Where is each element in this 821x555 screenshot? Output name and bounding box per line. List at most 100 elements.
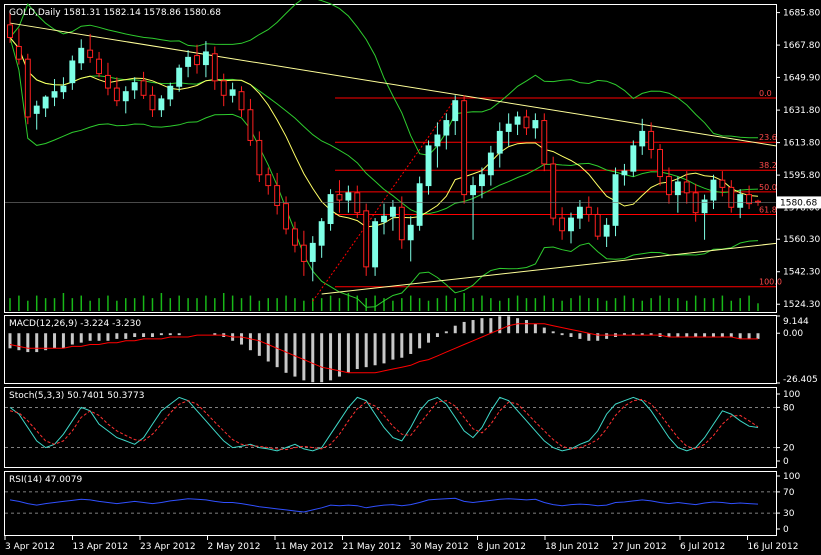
candle-body [657,148,663,178]
current-price-box [777,196,821,209]
x-tick-label: 18 Jun 2012 [545,542,599,552]
macd-header: MACD(12,26,9) -3.224 -3.230 [9,319,141,329]
x-tick-label: 6 Jul 2012 [680,542,725,552]
candle-body [202,51,209,66]
x-tick-label: 11 May 2012 [275,542,334,552]
x-tick-label: 27 Jun 2012 [613,542,667,552]
candle-body [559,217,566,232]
price-tick-label: 1542.30 [783,268,820,278]
candle-body [274,185,281,206]
main-panel-plot: 0.0 23.6 38.2 50.0 61.8 100.0 [5,0,782,311]
rsi-tick-label: 0 [783,525,789,535]
stoch-main-line [9,396,759,452]
candle-body [666,176,672,196]
candle-body [443,120,450,136]
macd-tick-label: 0.00 [783,329,803,339]
candle-body [60,85,67,93]
candle-body [300,244,307,262]
price-tick-label: 1524.30 [783,300,820,310]
macd-tick-label: 9.144 [783,317,809,327]
candle-body [594,213,601,237]
rsi-line [9,497,759,513]
x-tick-label: 3 Apr 2012 [5,542,55,552]
candle-body [15,46,22,60]
stoch-signal-line [9,398,759,451]
candle-body [407,224,414,241]
candle-body [113,87,120,102]
candle-body [229,89,236,96]
candle-body [327,194,334,225]
support-trendline [321,242,777,295]
candle-body [24,58,31,118]
resistance-trendline [9,22,777,147]
x-tick-label: 30 May 2012 [410,542,469,552]
stoch-header: Stoch(5,3,3) 50.7401 50.3773 [9,391,144,401]
bollinger-lower-line [9,37,759,308]
candle-body [220,80,227,96]
candle-body [701,199,708,214]
candle-body [479,174,485,187]
candle-body [122,91,129,102]
candle-body [69,60,76,84]
candle-body [505,123,512,132]
candle-body [131,82,138,91]
candle-body [398,206,405,241]
candle-body [33,105,40,114]
candle-body [568,217,574,232]
macd-tick-label: -26.405 [783,375,818,385]
candle-body [523,116,530,129]
stoch-tick-label: 20 [783,444,795,454]
candle-body [692,192,699,214]
candle-body [211,53,218,82]
fib-level-label: 23.6 [759,133,777,142]
price-tick-label: 1595.80 [783,171,820,181]
candle-body [452,100,459,122]
rsi-tick-label: 100 [783,472,800,482]
fib-level-label: 38.2 [759,161,777,170]
candle-body [265,174,272,187]
candle-body [51,91,58,98]
candle-body [247,109,254,141]
candle-body [612,174,619,226]
candle-body [728,186,735,208]
candle-body [470,185,476,196]
candle-body [167,85,174,100]
rsi-tick-label: 70 [783,488,795,498]
candle-body [550,163,557,219]
candle-body [158,98,165,111]
rsi-panel-plot [5,491,776,514]
candle-body [185,56,192,67]
macd-panel-frame [4,315,777,384]
stoch-tick-label: 100 [783,390,800,400]
x-tick-label: 21 May 2012 [343,542,402,552]
candle-body [683,181,690,194]
candle-body [256,139,263,176]
fib-level-label: 0.0 [759,89,772,98]
candle-body [96,58,102,75]
candle-body [194,55,200,66]
candle-body [639,130,646,147]
fib-level-label: 100.0 [759,278,782,287]
main-header: GOLD,Daily 1581.31 1582.14 1578.86 1580.… [9,8,221,18]
candle-body [105,74,111,89]
current-price-label: 1580.68 [780,198,817,208]
candle-body [603,224,610,237]
candle-body [381,215,387,223]
bollinger-upper-line [9,0,758,156]
x-tick-label: 23 Apr 2012 [140,542,196,552]
candle-body [292,228,298,246]
candle-body [719,179,726,188]
price-tick-label: 1560.30 [783,235,820,245]
candle-body [737,194,744,208]
candle-body [746,194,753,205]
candle-body [42,96,49,109]
stoch-tick-label: 80 [783,403,795,413]
price-tick-label: 1613.80 [783,139,820,149]
candle-body [710,179,717,201]
candle-body [487,152,494,176]
candle-body [514,116,521,125]
x-tick-label: 8 Jun 2012 [478,542,526,552]
candle-body [345,192,352,201]
candle-body [78,47,85,64]
candle-body [363,210,370,268]
